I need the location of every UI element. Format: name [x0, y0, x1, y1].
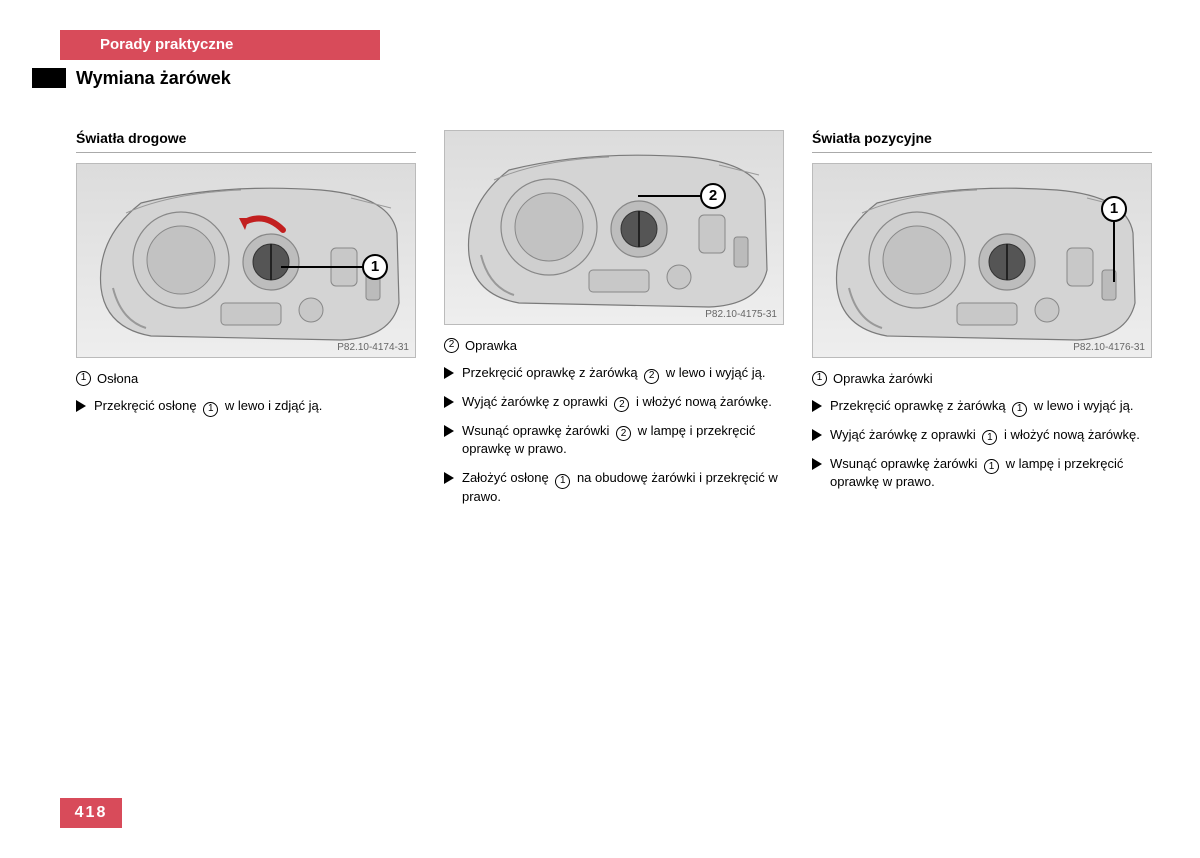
- figure: 1 P82.10-4176-31: [812, 163, 1152, 358]
- section-title: Wymiana żarówek: [76, 68, 231, 89]
- callout-lead: [638, 195, 702, 197]
- step-bullet-icon: [812, 429, 822, 441]
- headlamp-illustration: [459, 145, 771, 315]
- column: Światła pozycyjne 1 P82.10-4176-31 1 Oprawk…: [812, 130, 1152, 517]
- label-num-icon: 1: [812, 371, 827, 386]
- column-heading: Światła pozycyjne: [812, 130, 1152, 146]
- columns: Światła drogowe 1 P82.10-4174-31 1 Osłona P…: [76, 130, 1154, 517]
- step-text: Wsunąć oprawkę żarówki 1 w lampę i prze­…: [830, 455, 1152, 493]
- instruction-step: Wyjąć żarówkę z oprawki 1 i włożyć nową …: [812, 426, 1152, 445]
- label-text: Oprawka żarówki: [833, 370, 933, 389]
- figure-code: P82.10-4176-31: [1073, 342, 1145, 353]
- figure-label: 1 Osłona: [76, 370, 416, 389]
- instruction-step: Wsunąć oprawkę żarówki 2 w lampę i prze­…: [444, 422, 784, 460]
- step-text: Wsunąć oprawkę żarówki 2 w lampę i prze­…: [462, 422, 784, 460]
- step-bullet-icon: [444, 396, 454, 408]
- headlamp-illustration: [827, 178, 1139, 348]
- heading-rule: [76, 152, 416, 153]
- label-text: Oprawka: [465, 337, 517, 356]
- instruction-step: Przekręcić osłonę 1 w lewo i zdjąć ją.: [76, 397, 416, 416]
- page-number: 418: [60, 798, 122, 828]
- figure-label: 2 Oprawka: [444, 337, 784, 356]
- step-text: Przekręcić oprawkę z żarówką 1 w lewo i …: [830, 397, 1152, 416]
- figure-code: P82.10-4175-31: [705, 309, 777, 320]
- ref-num-icon: 2: [616, 426, 631, 441]
- instruction-step: Wsunąć oprawkę żarówki 1 w lampę i prze­…: [812, 455, 1152, 493]
- step-bullet-icon: [444, 367, 454, 379]
- figure-label: 1 Oprawka żarówki: [812, 370, 1152, 389]
- step-text: Wyjąć żarówkę z oprawki 1 i włożyć nową …: [830, 426, 1152, 445]
- ref-num-icon: 1: [984, 459, 999, 474]
- instruction-step: Wyjąć żarówkę z oprawki 2 i włożyć nową …: [444, 393, 784, 412]
- callout-badge: 1: [1101, 196, 1127, 222]
- step-bullet-icon: [444, 472, 454, 484]
- ref-num-icon: 1: [1012, 402, 1027, 417]
- figure: 1 P82.10-4174-31: [76, 163, 416, 358]
- ref-num-icon: 2: [644, 369, 659, 384]
- step-bullet-icon: [76, 400, 86, 412]
- figure-code: P82.10-4174-31: [337, 342, 409, 353]
- rotation-arrow-icon: [235, 208, 293, 240]
- headlamp-illustration: [91, 178, 403, 348]
- column: 2 P82.10-4175-31 2 Oprawka Przekręcić opraw…: [444, 130, 784, 517]
- step-text: Przekręcić oprawkę z żarówką 2 w lewo i …: [462, 364, 784, 383]
- ref-num-icon: 1: [982, 430, 997, 445]
- side-tab: [32, 68, 66, 88]
- step-bullet-icon: [812, 400, 822, 412]
- ref-num-icon: 1: [203, 402, 218, 417]
- instruction-step: Założyć osłonę 1 na obudowę żarówki i pr…: [444, 469, 784, 507]
- callout-lead: [281, 266, 363, 268]
- column-heading: Światła drogowe: [76, 130, 416, 146]
- label-text: Osłona: [97, 370, 138, 389]
- instruction-step: Przekręcić oprawkę z żarówką 1 w lewo i …: [812, 397, 1152, 416]
- step-text: Założyć osłonę 1 na obudowę żarówki i pr…: [462, 469, 784, 507]
- callout-badge: 1: [362, 254, 388, 280]
- column: Światła drogowe 1 P82.10-4174-31 1 Osłona P…: [76, 130, 416, 517]
- instruction-step: Przekręcić oprawkę z żarówką 2 w lewo i …: [444, 364, 784, 383]
- label-num-icon: 2: [444, 338, 459, 353]
- step-text: Przekręcić osłonę 1 w lewo i zdjąć ją.: [94, 397, 416, 416]
- ref-num-icon: 2: [614, 397, 629, 412]
- label-num-icon: 1: [76, 371, 91, 386]
- step-bullet-icon: [444, 425, 454, 437]
- step-text: Wyjąć żarówkę z oprawki 2 i włożyć nową …: [462, 393, 784, 412]
- heading-rule: [812, 152, 1152, 153]
- chapter-header: Porady praktyczne: [60, 30, 380, 60]
- step-bullet-icon: [812, 458, 822, 470]
- ref-num-icon: 1: [555, 474, 570, 489]
- callout-badge: 2: [700, 183, 726, 209]
- callout-lead: [1113, 222, 1115, 282]
- figure: 2 P82.10-4175-31: [444, 130, 784, 325]
